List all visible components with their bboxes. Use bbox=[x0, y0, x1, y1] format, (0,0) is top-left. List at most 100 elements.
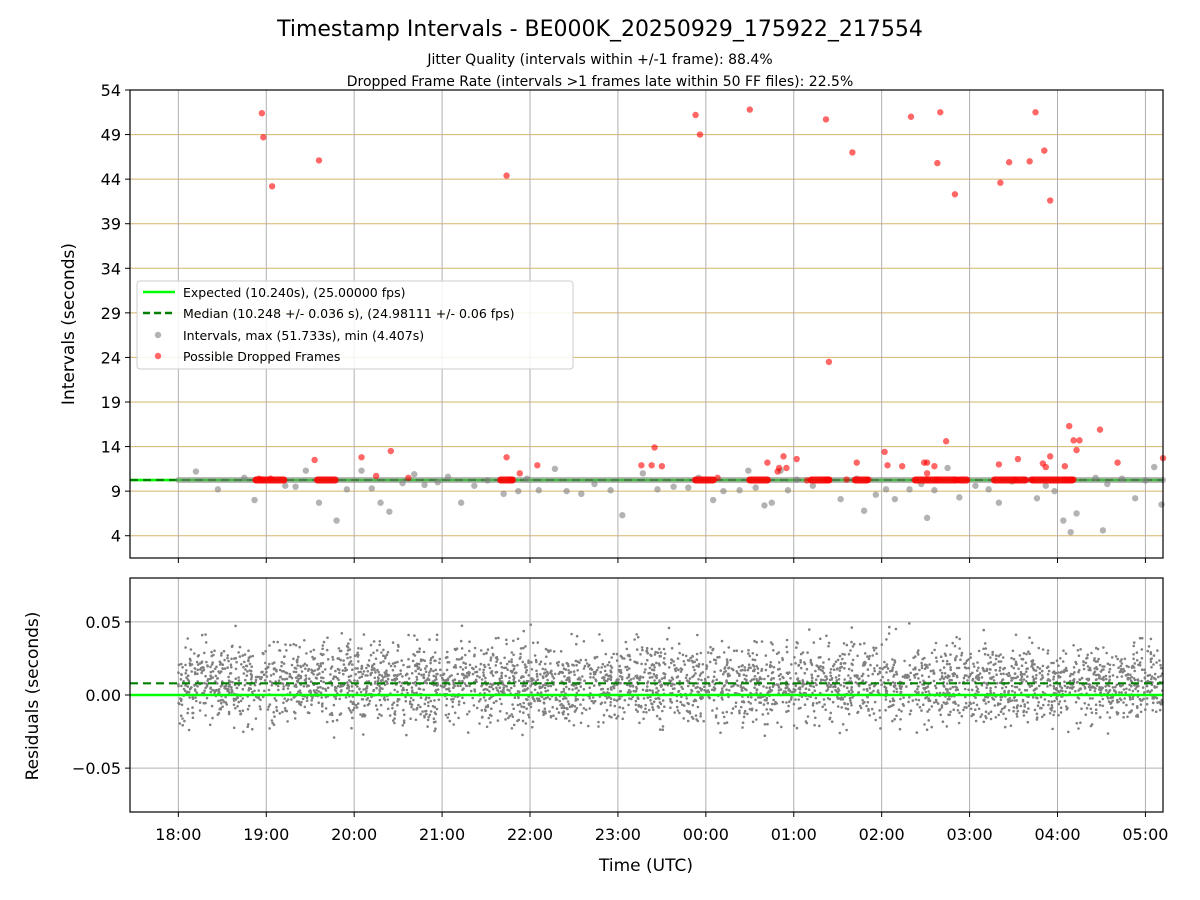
interval-point bbox=[1033, 495, 1041, 502]
interval-point bbox=[761, 502, 768, 509]
interval-point bbox=[931, 487, 938, 494]
dropped-frame-point bbox=[311, 456, 318, 464]
dropped-frame-point bbox=[267, 475, 274, 482]
dropped-frame-point bbox=[942, 438, 950, 445]
dropped-frame-point bbox=[696, 131, 704, 138]
interval-point bbox=[1104, 480, 1111, 488]
dropped-frame-point bbox=[1070, 437, 1077, 444]
interval-point bbox=[736, 487, 743, 494]
chart-subtitle-jitter: Jitter Quality (intervals within +/-1 fr… bbox=[426, 52, 772, 68]
residual-points bbox=[177, 622, 1164, 739]
interval-point bbox=[457, 499, 465, 506]
interval-point bbox=[523, 475, 531, 482]
dropped-frame-point bbox=[534, 462, 541, 469]
dropped-frame-point bbox=[503, 454, 510, 461]
dropped-frame-point bbox=[849, 149, 856, 156]
y-tick-label: −0.05 bbox=[72, 759, 121, 778]
legend: Expected (10.240s), (25.00000 fps) Media… bbox=[136, 280, 574, 370]
dropped-frame-point bbox=[648, 462, 655, 469]
dropped-frame-point bbox=[1042, 463, 1049, 471]
interval-point bbox=[1099, 527, 1107, 534]
dropped-frame-point bbox=[1011, 476, 1019, 483]
interval-point bbox=[343, 486, 351, 493]
y-tick-label: 44 bbox=[101, 170, 121, 189]
dropped-frame-point bbox=[764, 459, 771, 466]
dropped-frame-points bbox=[252, 106, 1167, 484]
y-tick-label: 14 bbox=[101, 438, 121, 457]
interval-point bbox=[720, 487, 727, 495]
dropped-frame-point bbox=[775, 464, 783, 472]
dropped-frame-point bbox=[783, 464, 790, 472]
dropped-frame-point bbox=[405, 474, 412, 481]
interval-point bbox=[421, 481, 428, 489]
dropped-frame-point bbox=[1026, 158, 1033, 165]
dropped-frame-point bbox=[803, 477, 811, 484]
residuals-y-axis-label: Residuals (seconds) bbox=[23, 612, 43, 781]
interval-point bbox=[302, 467, 310, 474]
interval-point bbox=[709, 496, 717, 504]
legend-box bbox=[136, 280, 574, 370]
residuals-panel: 0.05 0.00 −0.05 18:00 19:00 20:00 21:00 22:00 2… bbox=[23, 577, 1168, 876]
y-tick-label: 9 bbox=[111, 482, 121, 501]
legend-median-label: Median (10.248 +/- 0.036 s), (24.98111 +… bbox=[183, 306, 514, 321]
y-tick-label: 49 bbox=[101, 126, 121, 145]
dropped-frame-point bbox=[1005, 159, 1013, 166]
interval-point bbox=[639, 470, 647, 477]
dropped-frame-point bbox=[387, 447, 395, 455]
dropped-frame-point bbox=[258, 476, 266, 483]
x-tick-label: 21:00 bbox=[419, 825, 465, 844]
interval-point bbox=[578, 490, 585, 498]
dropped-frame-point bbox=[907, 113, 915, 120]
dropped-frame-point bbox=[1096, 426, 1104, 433]
interval-point bbox=[1151, 463, 1158, 471]
interval-point bbox=[784, 487, 792, 494]
interval-point bbox=[1131, 495, 1139, 502]
dropped-frame-point bbox=[843, 476, 850, 483]
y-tick-label: 0.05 bbox=[85, 613, 121, 632]
residuals-x-ticks: 18:00 19:00 20:00 21:00 22:00 23:00 00:00 01:00… bbox=[155, 812, 1168, 844]
interval-point bbox=[837, 495, 844, 503]
interval-point bbox=[563, 487, 570, 495]
interval-point bbox=[882, 486, 890, 493]
dropped-frame-point bbox=[898, 462, 906, 470]
interval-point bbox=[1042, 482, 1049, 489]
interval-point bbox=[1060, 517, 1067, 524]
dropped-frame-point bbox=[258, 109, 266, 117]
dropped-frame-point bbox=[714, 474, 721, 481]
interval-point bbox=[251, 496, 258, 504]
interval-point bbox=[768, 499, 775, 506]
x-tick-label: 23:00 bbox=[595, 825, 641, 844]
interval-point bbox=[1158, 501, 1165, 508]
interval-point bbox=[434, 479, 441, 486]
interval-point bbox=[752, 484, 759, 491]
dropped-frame-point bbox=[516, 470, 523, 477]
interval-point bbox=[377, 499, 384, 506]
interval-point bbox=[872, 491, 880, 498]
dropped-frame-point bbox=[780, 453, 787, 460]
legend-intervals-swatch bbox=[154, 331, 162, 339]
dropped-frame-point bbox=[1027, 476, 1035, 483]
x-tick-label: 01:00 bbox=[771, 825, 817, 844]
x-tick-label: 20:00 bbox=[331, 825, 377, 844]
chart-subtitle-dropped: Dropped Frame Rate (intervals >1 frames … bbox=[347, 74, 854, 90]
dropped-frame-point bbox=[651, 444, 658, 451]
residuals-y-ticks: 0.05 0.00 −0.05 bbox=[72, 613, 130, 778]
dropped-frame-point bbox=[923, 470, 931, 477]
x-tick-label: 22:00 bbox=[507, 825, 553, 844]
dropped-frame-point bbox=[372, 472, 380, 480]
dropped-frame-point bbox=[884, 462, 891, 469]
dropped-frame-point bbox=[951, 191, 959, 198]
y-tick-label: 29 bbox=[101, 304, 121, 323]
interval-point bbox=[292, 483, 299, 490]
interval-point bbox=[1142, 477, 1149, 484]
dropped-frame-point bbox=[995, 461, 1003, 468]
dropped-frame-point bbox=[934, 159, 941, 167]
intervals-points bbox=[175, 463, 1166, 536]
x-axis-label: Time (UTC) bbox=[598, 856, 693, 876]
interval-point bbox=[214, 486, 222, 493]
interval-point bbox=[535, 487, 543, 494]
dropped-frame-point bbox=[793, 455, 800, 463]
legend-dropped-swatch bbox=[154, 352, 162, 360]
interval-point bbox=[241, 474, 248, 481]
